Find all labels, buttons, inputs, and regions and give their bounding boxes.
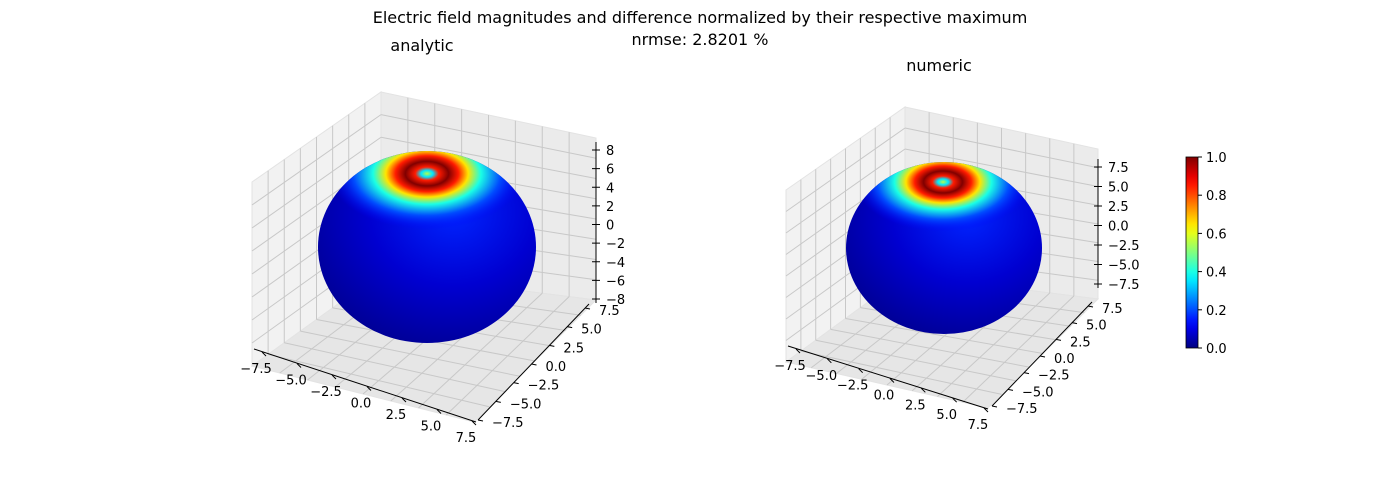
y-tick [1087,305,1094,308]
x-tick-label: −5.0 [806,369,838,384]
x-tick [920,387,926,393]
z-tick-label: 0 [606,219,614,234]
z-tick-label: 2 [606,200,614,215]
y-tick [991,405,998,408]
z-tick-label: −8 [606,293,625,308]
y-tick [531,363,537,366]
analytic-plot: −8−6−4−202468−7.5−5.0−2.50.02.55.07.5−7.… [240,91,625,446]
x-tick [331,374,337,380]
x-tick-label: 0.0 [874,389,895,404]
y-axis-line [991,301,1093,407]
x-tick-label: 7.5 [456,431,477,446]
y-tick [1055,338,1062,341]
z-tick-label: −4 [606,256,625,271]
y-tick [1039,355,1046,358]
x-tick-label: 2.5 [386,408,407,423]
analytic-title: analytic [390,36,454,55]
x-tick-label: 0.0 [351,397,372,412]
x-tick-label: −5.0 [275,374,307,389]
y-axis-line [477,303,590,421]
z-tick-label: 7.5 [1108,161,1129,176]
z-tick-label: −7.5 [1108,278,1140,293]
x-tick [296,363,302,368]
x-tick [366,386,372,391]
y-tick-label: −5.0 [1022,385,1054,400]
z-tick-label: −6 [606,274,625,289]
x-tick [401,397,407,403]
x-tick-label: −7.5 [240,362,272,377]
y-tick [1023,372,1030,375]
x-tick-label: 2.5 [905,398,926,413]
grid-line [418,292,543,409]
colorbar: 0.0 0.2 0.4 0.6 0.8 1.0 [1185,151,1227,357]
figure-title: Electric field magnitudes and difference… [372,8,1028,27]
numeric-title: numeric [906,56,972,75]
colorbar-tick-label: 0.6 [1206,227,1227,242]
x-tick [471,420,477,426]
y-tick-label: 2.5 [563,341,584,356]
colorbar-tick-label: 0.4 [1206,266,1227,281]
numeric-plot: −7.5−5.0−2.50.02.55.07.5−7.5−5.0−2.50.02… [774,106,1140,433]
z-tick-label: −5.0 [1108,259,1140,274]
x-axis-line [253,348,477,423]
x-tick [952,397,958,403]
grid-line [445,296,570,416]
y-tick [477,419,484,422]
y-tick [567,326,573,329]
y-tick-label: −2.5 [1038,369,1070,384]
y-tick [495,400,501,403]
colorbar-gradient [1185,156,1199,349]
grid-line [937,292,1051,397]
z-tick-label: 8 [606,144,614,159]
y-tick [549,344,555,347]
colorbar-tick-label: 1.0 [1206,151,1227,166]
figure-subtitle: nrmse: 2.8201 % [631,30,769,49]
x-tick [889,378,895,383]
field-hotspot [328,151,526,230]
y-tick-label: −7.5 [1006,402,1038,417]
x-tick [983,407,989,413]
colorbar-tick-label: 0.0 [1206,342,1227,357]
x-tick-label: −2.5 [837,379,869,394]
x-tick-label: 5.0 [421,420,442,435]
x-tick [436,409,442,414]
y-tick-label: 7.5 [599,304,620,319]
z-tick-label: −2 [606,237,625,252]
z-tick-label: 0.0 [1108,220,1129,235]
y-tick-label: −7.5 [492,416,524,431]
x-tick [261,351,267,357]
field-hotspot [854,162,1032,232]
y-tick-label: −2.5 [528,379,560,394]
y-tick-label: 2.5 [1070,335,1091,350]
x-tick-label: 5.0 [936,408,957,423]
y-tick [584,307,591,310]
colorbar-tick-label: 0.2 [1206,304,1227,319]
y-tick-label: 7.5 [1102,302,1123,317]
x-tick [826,358,832,364]
y-tick-label: 5.0 [581,323,602,338]
x-tick-label: 7.5 [968,418,989,433]
grid-line [962,295,1075,403]
y-tick-label: 0.0 [546,360,567,375]
x-tick-label: −2.5 [310,385,342,400]
z-tick-label: −2.5 [1108,239,1140,254]
z-tick-label: 5.0 [1108,181,1129,196]
y-tick [1007,388,1014,391]
z-tick-label: 2.5 [1108,200,1129,215]
x-tick [795,348,801,354]
y-tick-label: −5.0 [510,397,542,412]
colorbar-tick-label: 0.8 [1206,189,1227,204]
x-axis-line [787,345,989,410]
y-tick-label: 5.0 [1086,319,1107,334]
y-tick [513,382,519,385]
z-tick-label: 6 [606,163,614,178]
y-tick [1071,322,1078,325]
x-tick-label: −7.5 [774,359,806,374]
z-tick-label: 4 [606,181,614,196]
y-tick-label: 0.0 [1054,352,1075,367]
x-tick [858,368,864,374]
